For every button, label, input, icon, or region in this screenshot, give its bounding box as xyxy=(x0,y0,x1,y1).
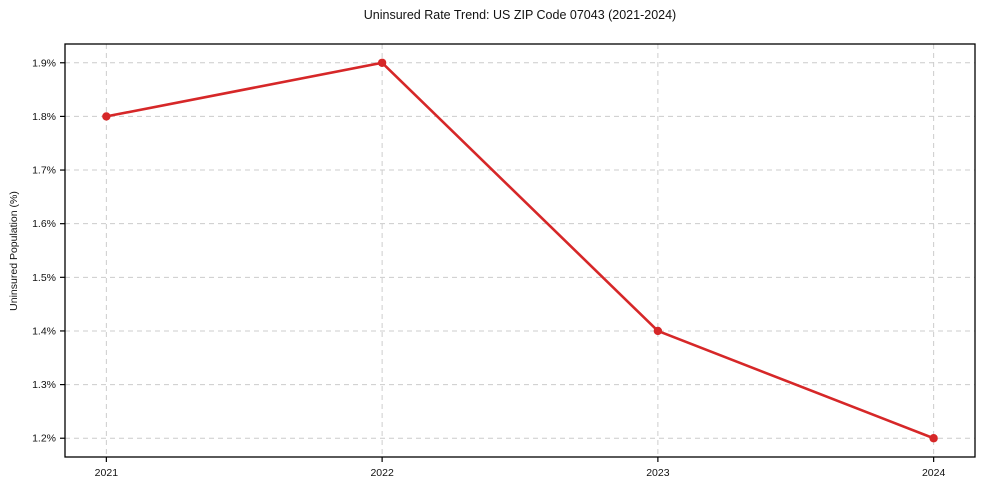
data-points xyxy=(102,58,938,443)
x-tick-label: 2022 xyxy=(370,467,394,479)
y-tick-label: 1.3% xyxy=(32,379,56,391)
y-tick-label: 1.8% xyxy=(32,111,56,123)
x-tick-label: 2023 xyxy=(646,467,670,479)
chart-title: Uninsured Rate Trend: US ZIP Code 07043 … xyxy=(363,8,677,22)
y-tick-label: 1.6% xyxy=(32,218,56,230)
y-tick-labels: 1.2% 1.3% 1.4% 1.5% 1.6% 1.7% 1.8% 1.9% xyxy=(32,57,56,444)
x-tick-label: 2021 xyxy=(95,467,119,479)
y-tick-label: 1.7% xyxy=(32,165,56,177)
gridlines xyxy=(65,44,975,457)
y-tick-label: 1.4% xyxy=(32,325,56,337)
axis-ticks xyxy=(60,62,935,462)
y-axis-label: Uninsured Population (%) xyxy=(8,191,20,311)
data-point xyxy=(929,434,938,443)
plot-border xyxy=(64,43,976,458)
data-point xyxy=(653,326,663,336)
x-tick-label: 2024 xyxy=(922,467,946,479)
data-point xyxy=(377,58,387,67)
data-point xyxy=(102,112,111,121)
y-tick-label: 1.5% xyxy=(32,272,56,284)
trend-line xyxy=(105,61,935,440)
y-tick-label: 1.2% xyxy=(32,433,56,445)
y-tick-label: 1.9% xyxy=(32,57,56,69)
x-tick-labels: 2021 2022 2023 2024 xyxy=(95,467,946,479)
